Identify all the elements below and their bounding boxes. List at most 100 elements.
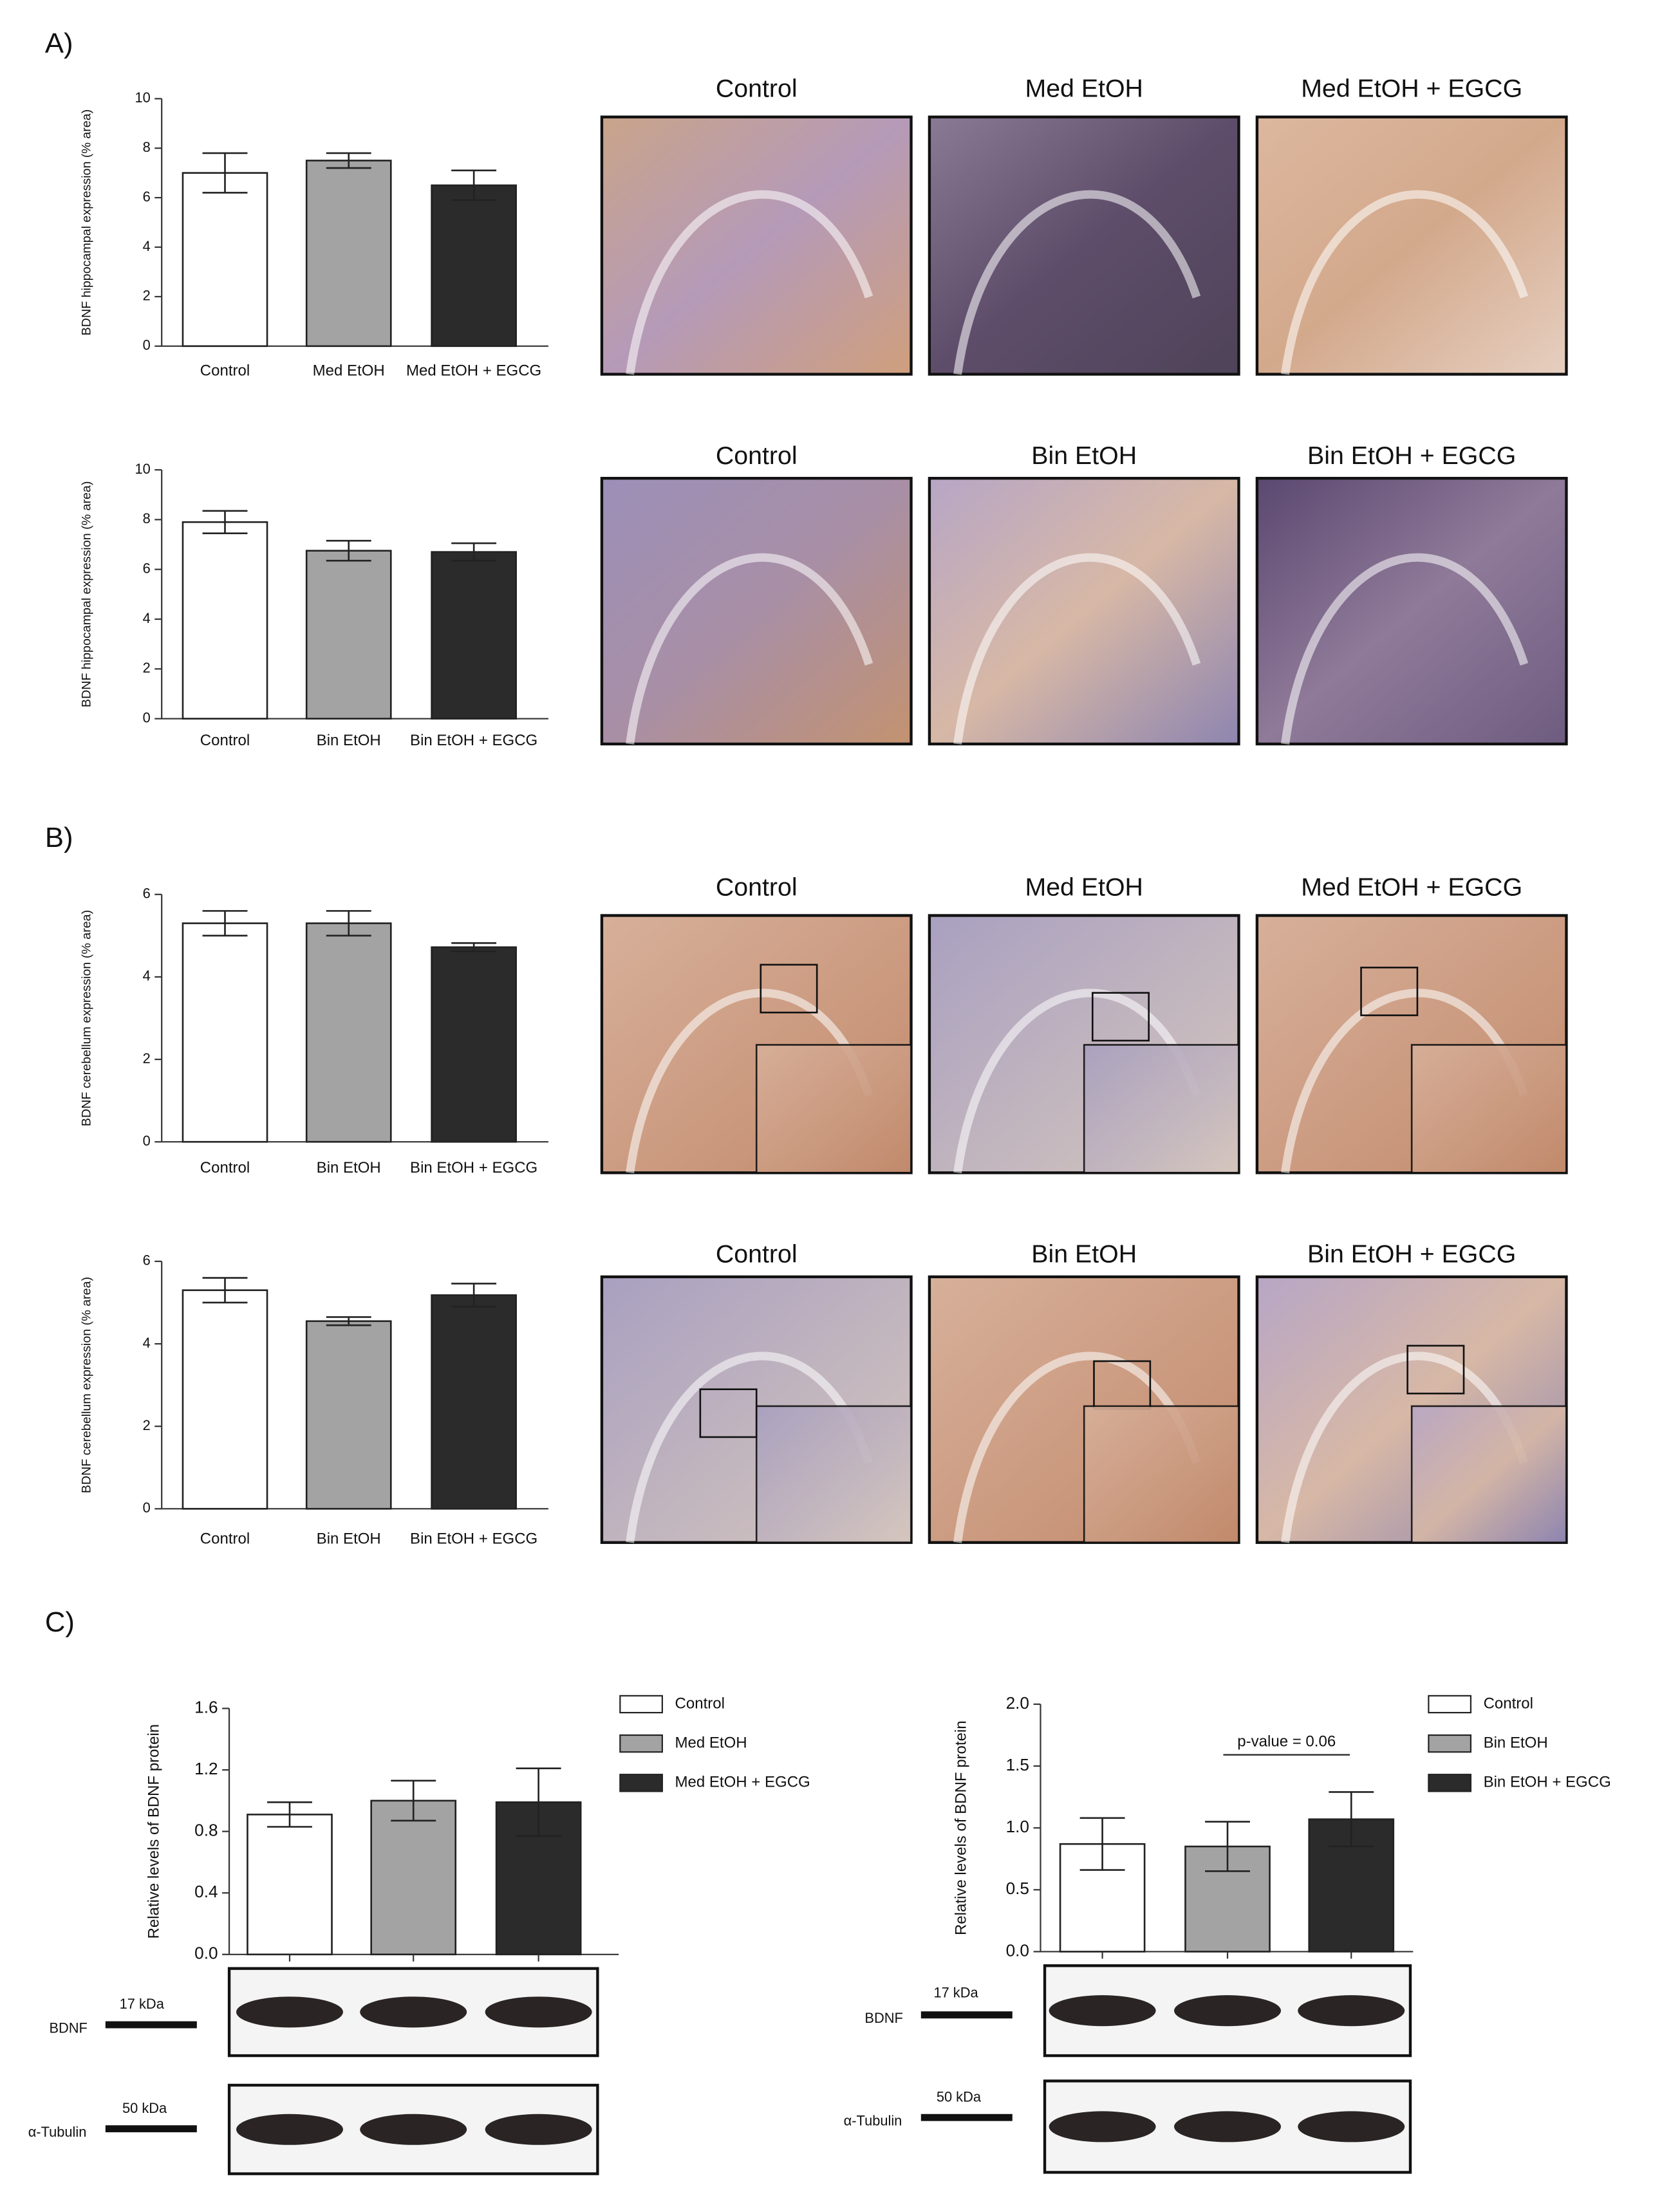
bar bbox=[182, 172, 268, 348]
y-axis-label: BDNF cerebellum expression (% area) bbox=[80, 1277, 94, 1493]
x-tick-label: Control bbox=[200, 362, 250, 379]
error-bar bbox=[202, 152, 248, 194]
y-tick-label: 6 bbox=[143, 560, 151, 576]
error-bar bbox=[202, 510, 248, 534]
blot-band bbox=[1298, 1995, 1405, 2027]
legend-label: Control bbox=[675, 1695, 725, 1712]
legend-swatch bbox=[619, 1734, 663, 1753]
micrograph-title: Med EtOH + EGCG bbox=[1301, 873, 1522, 901]
y-tick-label: 1.2 bbox=[194, 1759, 218, 1778]
x-tick-label: Bin EtOH + EGCG bbox=[410, 1530, 537, 1548]
inset-region bbox=[760, 963, 818, 1014]
error-bar bbox=[326, 152, 371, 169]
y-tick-label: 0 bbox=[143, 1500, 151, 1516]
marker-label: 50 kDa bbox=[937, 2088, 982, 2105]
x-tick-label: Bin EtOH bbox=[317, 732, 381, 749]
micrograph bbox=[600, 115, 913, 376]
y-tick-label: 2 bbox=[143, 1050, 151, 1066]
y-tick-label: 0.0 bbox=[1006, 1940, 1029, 1960]
bar bbox=[305, 160, 392, 348]
micrograph-title: Bin EtOH + EGCG bbox=[1307, 1240, 1516, 1269]
panel-label: C) bbox=[45, 1606, 75, 1638]
marker-label: 50 kDa bbox=[122, 2100, 167, 2116]
legend-label: Med EtOH bbox=[675, 1734, 747, 1751]
legend-label: Med EtOH + EGCG bbox=[675, 1774, 810, 1791]
tissue-fold bbox=[1281, 553, 1529, 745]
y-axis-label: BDNF hippocampal expression (% area) bbox=[80, 109, 94, 335]
micrograph-title: Bin EtOH bbox=[1031, 1240, 1137, 1269]
inset bbox=[1083, 1405, 1240, 1544]
y-tick-label: 8 bbox=[143, 510, 151, 526]
micrograph-title: Control bbox=[716, 1240, 798, 1269]
tissue-fold bbox=[1281, 989, 1529, 1174]
bar bbox=[182, 521, 268, 720]
micrograph-title: Bin EtOH bbox=[1031, 441, 1137, 470]
error-bar bbox=[451, 1283, 497, 1308]
error-bar bbox=[451, 942, 497, 953]
error-bar bbox=[516, 1767, 561, 1837]
y-tick-label: 8 bbox=[143, 139, 151, 155]
x-tick-label: Control bbox=[200, 732, 250, 749]
micrograph bbox=[600, 476, 913, 746]
micrograph-title: Med EtOH bbox=[1025, 75, 1143, 103]
y-tick-label: 4 bbox=[143, 610, 151, 626]
y-tick-label: 10 bbox=[135, 461, 150, 477]
bar bbox=[182, 1289, 268, 1510]
bar bbox=[305, 922, 392, 1143]
bar bbox=[431, 551, 517, 720]
y-tick-label: 2 bbox=[143, 1417, 151, 1433]
micrograph bbox=[1255, 476, 1568, 746]
tissue-fold bbox=[953, 553, 1201, 745]
legend-swatch bbox=[619, 1695, 663, 1714]
protein-label: α-Tubulin bbox=[844, 2113, 902, 2129]
legend-label: Bin EtOH bbox=[1484, 1734, 1548, 1751]
blot-band bbox=[1049, 2111, 1156, 2142]
bar bbox=[431, 184, 517, 348]
x-tick-label: Bin EtOH + EGCG bbox=[410, 1159, 537, 1176]
marker-label: 17 kDa bbox=[120, 1996, 165, 2012]
y-tick-label: 2 bbox=[143, 660, 151, 676]
inset bbox=[1410, 1405, 1567, 1544]
y-tick-label: 2 bbox=[143, 288, 151, 304]
y-axis-label: Relative levels of BDNF protein bbox=[952, 1720, 969, 1935]
tissue-fold bbox=[953, 190, 1201, 375]
error-bar bbox=[1205, 1821, 1250, 1872]
y-tick-label: 0 bbox=[143, 709, 151, 725]
error-bar bbox=[326, 539, 371, 562]
legend-swatch bbox=[1428, 1774, 1472, 1792]
error-bar bbox=[451, 169, 497, 201]
error-bar bbox=[267, 1801, 312, 1828]
y-tick-label: 6 bbox=[143, 189, 151, 205]
bar bbox=[431, 1294, 517, 1510]
blot-band bbox=[1174, 2111, 1282, 2142]
tissue-fold bbox=[1281, 1352, 1529, 1543]
bar bbox=[305, 1320, 392, 1510]
panel-label: A) bbox=[45, 28, 73, 59]
y-tick-label: 10 bbox=[135, 89, 150, 106]
inset bbox=[1410, 1044, 1567, 1174]
protein-label: BDNF bbox=[864, 2010, 902, 2026]
x-tick-label: Med EtOH bbox=[313, 362, 385, 379]
annotation: p-value = 0.06 bbox=[1237, 1733, 1336, 1750]
panel-label: B) bbox=[45, 822, 73, 853]
legend-swatch bbox=[1428, 1734, 1472, 1753]
micrograph-title: Control bbox=[716, 873, 798, 901]
y-tick-label: 0.0 bbox=[194, 1944, 218, 1963]
tissue-fold bbox=[626, 190, 873, 375]
error-bar bbox=[451, 542, 497, 562]
micrograph-title: Med EtOH + EGCG bbox=[1301, 75, 1522, 103]
x-tick-label: Bin EtOH + EGCG bbox=[410, 732, 537, 749]
error-bar bbox=[202, 1277, 248, 1304]
y-axis-label: Relative levels of BDNF protein bbox=[145, 1724, 163, 1939]
marker-label: 17 kDa bbox=[933, 1985, 978, 2001]
bar bbox=[370, 1799, 457, 1956]
x-tick-label: Control bbox=[200, 1530, 250, 1548]
blot-band bbox=[1174, 1995, 1282, 2027]
protein-label: α-Tubulin bbox=[28, 2124, 87, 2140]
y-tick-label: 0 bbox=[143, 337, 151, 353]
y-tick-label: 0.5 bbox=[1006, 1879, 1029, 1898]
y-tick-label: 1.6 bbox=[194, 1697, 218, 1716]
blot-band bbox=[236, 1996, 344, 2028]
legend-swatch bbox=[1428, 1695, 1472, 1714]
